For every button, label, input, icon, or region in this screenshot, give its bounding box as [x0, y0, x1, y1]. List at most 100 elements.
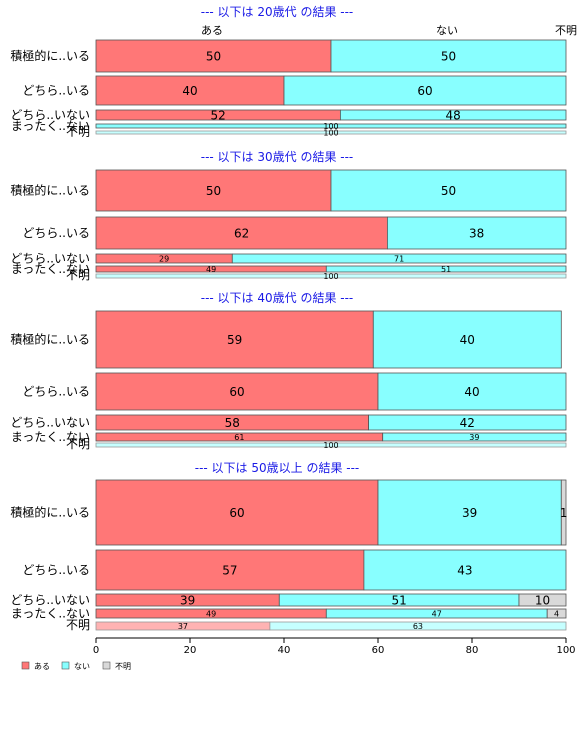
data-label: 47: [432, 609, 442, 618]
bar-segment: [386, 216, 567, 250]
bar-segment: [382, 432, 567, 442]
row-label: 積極的に..いる: [10, 48, 90, 63]
bar-segment: [95, 273, 567, 279]
bar-segment: [330, 169, 567, 212]
row-label: まったく..ない: [11, 262, 90, 276]
bar-segment: [95, 75, 285, 106]
data-label: 40: [182, 84, 197, 98]
data-label: 40: [460, 333, 475, 347]
row-label: どちら..いる: [22, 226, 90, 240]
data-label: 100: [323, 441, 338, 450]
column-label-aru: ある: [201, 24, 223, 37]
panel: --- 以下は 50歳以上 の結果 --- 積極的に..いる 60 39 1 どちら..い…: [10, 461, 567, 632]
bar-segment: [231, 253, 567, 264]
data-label: 57: [222, 563, 237, 577]
legend: ある ない 不明: [21, 661, 131, 671]
row-label: 積極的に..いる: [10, 505, 90, 520]
row-label: どちら..いない: [10, 252, 90, 266]
panel-title: --- 以下は 20歳代 の結果 ---: [201, 5, 354, 19]
x-tick-label: 80: [466, 645, 479, 656]
data-label: 37: [178, 622, 188, 631]
data-label: 50: [441, 184, 456, 198]
bar-segment: [377, 479, 562, 546]
bar-segment: [95, 39, 332, 73]
row-label: どちら..いる: [22, 84, 90, 98]
data-label: 42: [460, 416, 475, 430]
bar-segment: [95, 130, 567, 135]
data-label: 100: [323, 128, 338, 137]
data-label: 52: [211, 108, 226, 122]
row-label: 不明: [66, 268, 90, 282]
data-label: 38: [469, 226, 484, 240]
bar-segment: [377, 372, 567, 411]
data-label: 49: [206, 265, 216, 274]
row-label: 不明: [66, 437, 90, 451]
column-label-fumei: 不明: [555, 24, 577, 37]
row-label: どちら..いない: [10, 416, 90, 430]
panel: --- 以下は 20歳代 の結果 --- 積極的に..いる 50 50 どちら..いる 4…: [10, 5, 567, 139]
data-label: 71: [394, 254, 404, 263]
panel-title: --- 以下は 30歳代 の結果 ---: [201, 150, 354, 164]
data-label: 63: [413, 622, 423, 631]
bar-segment: [283, 75, 567, 106]
bar-segment: [95, 216, 388, 250]
data-label: 49: [206, 609, 216, 618]
panel-title: --- 以下は 40歳代 の結果 ---: [201, 291, 354, 305]
bar-segment: [95, 123, 567, 129]
bar-segment: [368, 414, 567, 431]
bar-segment: [560, 479, 567, 546]
data-label: 60: [229, 506, 244, 520]
data-label: 62: [234, 226, 249, 240]
data-label: 40: [464, 385, 479, 399]
data-label: 10: [535, 593, 550, 607]
x-tick-label: 20: [184, 645, 197, 656]
data-label: 29: [159, 254, 169, 263]
chart-panels: --- 以下は 20歳代 の結果 --- 積極的に..いる 50 50 どちら..いる 4…: [10, 5, 567, 632]
data-label: 51: [392, 593, 407, 607]
row-label: 積極的に..いる: [10, 332, 90, 347]
data-label: 61: [234, 433, 244, 442]
x-tick-label: 40: [278, 645, 291, 656]
bar-segment: [330, 39, 567, 73]
bar-segment: [95, 479, 379, 546]
data-label: 59: [227, 333, 242, 347]
row-label: 不明: [66, 618, 90, 632]
data-label: 60: [229, 385, 244, 399]
data-label: 50: [206, 184, 221, 198]
data-label: 39: [462, 506, 477, 520]
panel: --- 以下は 30歳代 の結果 --- 積極的に..いる 50 50 どちら..いる 6…: [10, 150, 567, 282]
data-label: 100: [323, 122, 338, 131]
data-label: 1: [560, 506, 568, 520]
row-label: まったく..ない: [11, 430, 90, 444]
legend-swatch: [21, 661, 30, 670]
panel: --- 以下は 40歳代 の結果 --- 積極的に..いる 59 40 どちら..いる 6…: [10, 291, 567, 451]
x-tick-label: 0: [93, 645, 99, 656]
data-label: 50: [206, 49, 221, 63]
data-label: 100: [323, 272, 338, 281]
bar-segment: [372, 310, 562, 369]
row-label: 積極的に..いる: [10, 183, 90, 198]
data-label: 50: [441, 49, 456, 63]
bar-segment: [363, 549, 567, 591]
column-label-nai: ない: [436, 24, 458, 37]
bar-segment: [95, 169, 332, 212]
data-label: 51: [441, 265, 451, 274]
row-label: どちら..いる: [22, 563, 90, 577]
row-label: 不明: [66, 125, 90, 139]
bar-segment: [95, 372, 379, 411]
legend-label: ない: [74, 662, 90, 671]
data-label: 39: [180, 593, 195, 607]
data-label: 39: [469, 433, 479, 442]
bar-segment: [95, 442, 567, 448]
bar-segment: [546, 608, 567, 619]
legend-label: 不明: [115, 662, 131, 671]
x-tick-label: 100: [556, 645, 575, 656]
data-label: 48: [446, 108, 461, 122]
x-tick-label: 60: [372, 645, 385, 656]
data-label: 58: [225, 416, 240, 430]
data-label: 43: [457, 563, 472, 577]
row-label: どちら..いない: [10, 108, 90, 122]
x-axis: 0 20 40 60 80 100: [93, 637, 576, 656]
panel-title: --- 以下は 50歳以上 の結果 ---: [195, 461, 360, 475]
